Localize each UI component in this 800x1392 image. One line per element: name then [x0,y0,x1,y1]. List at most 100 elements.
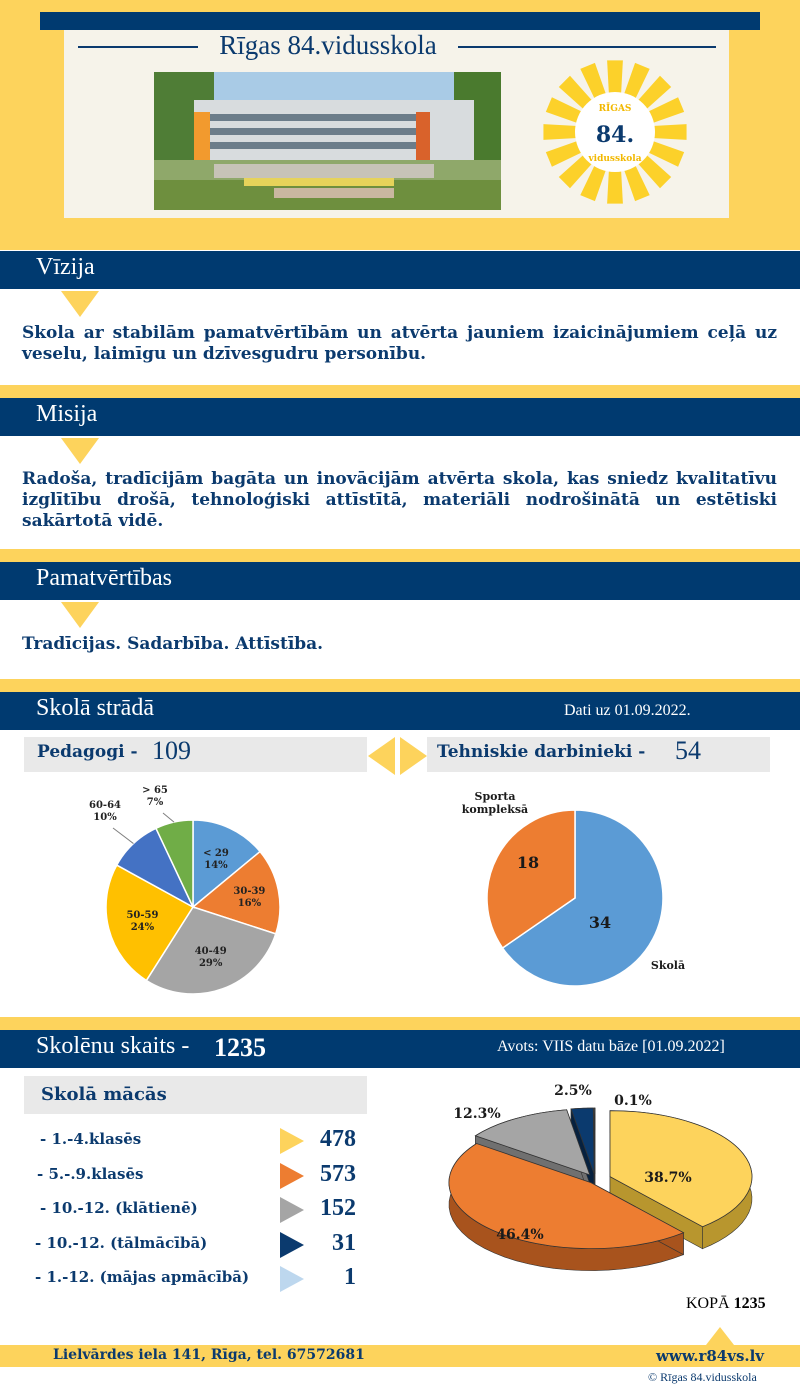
mission-pointer [61,438,99,464]
technical-count: 54 [675,736,701,765]
age-slice [192,819,262,909]
teachers-label: Pedagogi - [37,742,138,762]
age-slice-label: > 65 [142,785,168,796]
student-row-value: 478 [320,1126,356,1152]
values-text: Tradīcijas. Sadarbība. Attīstība. [22,634,324,654]
right-arrow-icon [400,737,427,775]
title-rule-right [458,46,716,48]
student-row-value: 573 [320,1160,356,1187]
footer-pointer-icon [706,1327,734,1345]
mission-header-band [0,398,800,436]
mission-text: Radoša, tradīcijām bagāta un inovācijām … [22,469,777,531]
school-logo: RĪGAS 84. vidusskola [540,57,690,207]
age-slice-value: 24% [131,922,155,933]
sun-ray [607,169,623,204]
technical-label-sports: Sporta [475,790,516,803]
age-slice [145,906,277,995]
vision-pointer [61,291,99,317]
sun-ray [652,124,687,140]
sun-ray [558,154,593,189]
students-source: Avots: VIIS datu bāze [01.09.2022] [497,1038,725,1055]
separator-2 [0,549,800,562]
sun-ray [580,164,607,202]
age-slice-value: 7% [147,797,164,808]
values-header-band [0,562,800,600]
teachers-count: 109 [152,736,191,765]
student-slice-value: 46.4% [496,1227,543,1243]
student-slice-value: 0.1% [614,1093,652,1109]
title-rule-left [78,46,198,48]
teachers-box [24,737,367,772]
left-arrow-icon [368,737,395,775]
students-header-band [0,1030,800,1068]
technical-pie-chart: 34 18 Skolā Sporta kompleksā [440,780,720,1000]
age-slice-label: 60-64 [89,800,121,811]
technical-box [427,737,770,772]
logo-top-text: RĪGAS [599,102,632,114]
student-row-arrow-icon [280,1266,304,1292]
sun-ray [558,75,593,110]
school-building-photo [154,72,501,210]
students-subtitle-box [24,1076,367,1114]
student-slice-value: 38.7% [644,1170,691,1186]
values-title: Pamatvērtības [36,565,172,591]
student-row-value: 152 [320,1195,356,1221]
sun-ray [543,124,578,140]
students-total-label: KOPĀ 1235 [686,1295,766,1313]
students-title: Skolēnu skaits - [36,1033,190,1059]
age-slice-value: 29% [199,958,223,969]
footer-band [0,1345,800,1367]
student-row-label: - 10.-12. (tālmācībā) [35,1233,208,1252]
sun-ray [545,97,583,124]
age-slice-value: 16% [238,898,262,909]
separator-1 [0,385,800,398]
student-row-arrow-icon [280,1197,304,1223]
age-slice [154,819,194,908]
age-slice-label: < 29 [203,848,229,859]
total-label-value: 1235 [733,1295,766,1312]
age-pie-chart: < 29 14% 30-39 16% 40-49 29% 50-59 24% 60-64 10% >… [50,780,350,1010]
mission-title: Misija [36,401,98,427]
age-slice-label: 50-59 [126,910,158,921]
technical-label: Tehniskie darbinieki - [437,742,646,762]
age-slice-label: 40-49 [195,946,227,957]
sun-ray [647,97,685,124]
student-slice [570,1107,595,1175]
technical-slice-value: 18 [517,853,539,872]
age-slice-value: 10% [93,812,117,823]
vision-title: Vīzija [36,254,95,280]
separator-4 [0,1017,800,1030]
student-row-value: 31 [332,1229,356,1256]
student-row-label: - 10.-12. (klātienē) [40,1199,198,1217]
age-slice-label: 30-39 [233,886,265,897]
student-slice [448,1143,685,1250]
student-slice-value: 12.3% [453,1106,500,1122]
student-row-label: - 1.-12. (mājas apmācībā) [35,1268,250,1286]
student-slice [593,1107,596,1175]
sun-ray [623,164,650,202]
sun-ray [623,62,650,100]
student-slice [609,1110,753,1228]
staff-header-band [0,692,800,730]
student-row-arrow-icon [280,1128,304,1154]
technical-slice [486,809,576,950]
student-row-arrow-icon [280,1162,304,1189]
logo-bottom-text: vidusskola [587,154,641,164]
student-slice [474,1109,591,1176]
staff-title: Skolā strādā [36,695,154,721]
footer-website[interactable]: www.r84vs.lv [656,1347,765,1365]
student-row-label: - 5.-.9.klasēs [37,1164,144,1183]
technical-slice-value: 34 [589,913,611,932]
student-row-value: 1 [344,1264,356,1290]
technical-label-sports: kompleksā [462,803,528,816]
vision-text: Skola ar stabilām pamatvērtībām un atvēr… [22,323,777,364]
students-pie-chart: 38.7% 46.4% 12.3% 2.5% 0.1% [430,1075,790,1320]
student-row-label: - 1.-4.klasēs [40,1130,142,1148]
age-slice [105,864,195,982]
logo-number: 84. [596,122,634,148]
age-slice-value: 14% [204,860,228,871]
sun-ray [647,140,685,167]
footer-copyright: © Rīgas 84.vidusskola [648,1370,757,1384]
sun-ray [637,154,672,189]
students-total-header: 1235 [214,1033,266,1062]
